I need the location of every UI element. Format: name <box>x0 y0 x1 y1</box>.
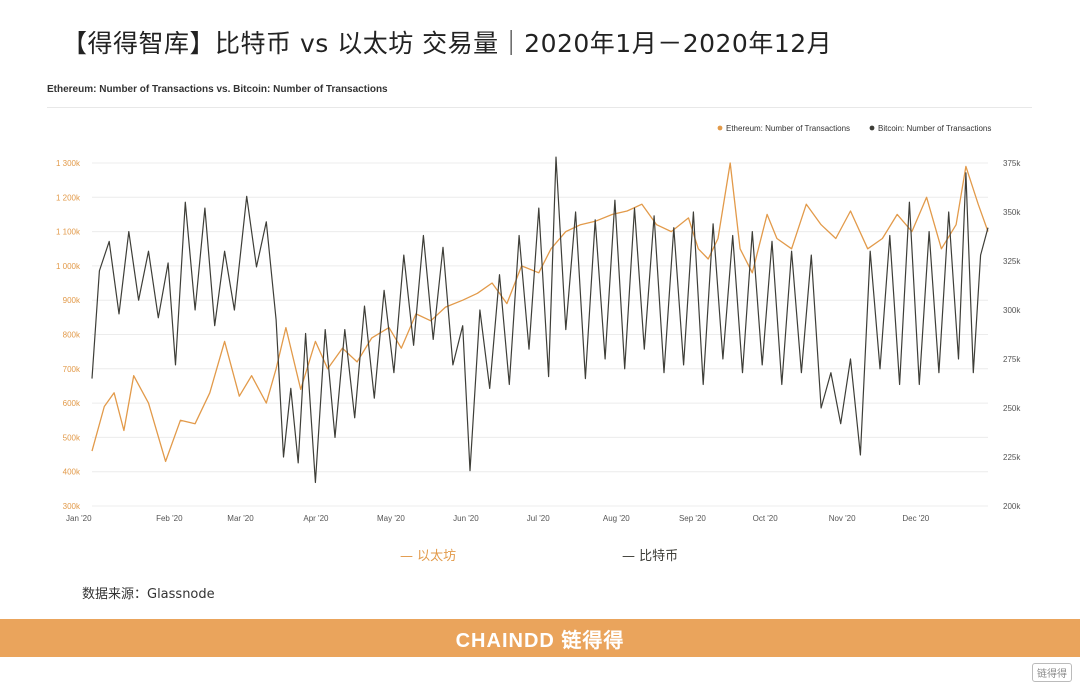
x-axis-tick-label: Nov '20 <box>829 514 856 523</box>
x-axis-tick-label: Jun '20 <box>453 514 479 523</box>
right-axis-tick-label: 250k <box>1003 404 1021 413</box>
footer-banner: CHAINDD 链得得 <box>0 619 1080 657</box>
transactions-line-chart: 300k 400k 500k 600k 700k 800k 900k 1 000k 1 100k… <box>56 124 1021 523</box>
left-axis-tick-label: 400k <box>63 468 81 477</box>
right-axis-tick-labels: 200k 225k 250k 275k 300k 325k 350k 375k <box>1003 159 1021 511</box>
right-axis-tick-label: 325k <box>1003 257 1021 266</box>
x-axis-tick-label: Sep '20 <box>679 514 706 523</box>
x-axis-tick-label: Oct '20 <box>753 514 779 523</box>
left-axis-tick-label: 300k <box>63 502 81 511</box>
left-axis-tick-label: 1 300k <box>56 159 81 168</box>
legend-ethereum-label: Ethereum: Number of Transactions <box>726 124 850 133</box>
chart-divider <box>47 107 1032 108</box>
chart-title: Ethereum: Number of Transactions vs. Bit… <box>47 84 388 95</box>
left-axis-tick-label: 600k <box>63 399 81 408</box>
series-lines <box>91 156 989 484</box>
x-axis-tick-label: Jul '20 <box>527 514 550 523</box>
x-axis-tick-label: Aug '20 <box>603 514 630 523</box>
left-axis-tick-label: 900k <box>63 296 81 305</box>
legend-ethereum-marker <box>717 125 723 131</box>
bitcoin-series-line <box>91 156 989 484</box>
footer-logo: CHAINDD 链得得 <box>455 629 625 652</box>
data-source-note: 数据来源：Glassnode <box>82 587 215 602</box>
right-axis-tick-label: 350k <box>1003 208 1021 217</box>
right-axis-tick-label: 200k <box>1003 502 1021 511</box>
left-axis-tick-label: 800k <box>63 331 81 340</box>
left-axis-tick-label: 500k <box>63 433 81 442</box>
x-axis-tick-label: May '20 <box>377 514 405 523</box>
bottom-legend-bitcoin: — 比特币 <box>622 549 679 564</box>
left-axis-tick-label: 1 100k <box>56 228 81 237</box>
left-axis-tick-label: 1 000k <box>56 262 81 271</box>
legend-bitcoin-label: Bitcoin: Number of Transactions <box>878 124 991 133</box>
x-axis-tick-label: Mar '20 <box>227 514 254 523</box>
x-axis-tick-label: Apr '20 <box>303 514 329 523</box>
corner-watermark-badge: 链得得 <box>1032 663 1072 682</box>
left-axis-tick-label: 1 200k <box>56 193 81 202</box>
right-axis-tick-label: 375k <box>1003 159 1021 168</box>
left-axis-tick-label: 700k <box>63 365 81 374</box>
chart-gridlines <box>92 162 988 507</box>
bottom-legend-ethereum: — 以太坊 <box>400 549 457 564</box>
chart-legend: Ethereum: Number of Transactions Bitcoin… <box>717 124 991 133</box>
x-axis-tick-label: Jan '20 <box>66 514 92 523</box>
ethereum-series-line <box>91 162 989 463</box>
left-axis-tick-labels: 300k 400k 500k 600k 700k 800k 900k 1 000k 1 100k… <box>56 159 81 511</box>
page-title: 【得得智库】比特币 vs 以太坊 交易量｜2020年1月－2020年12月 <box>62 29 833 58</box>
x-axis-tick-label: Feb '20 <box>156 514 183 523</box>
right-axis-tick-label: 275k <box>1003 355 1021 364</box>
right-axis-tick-label: 300k <box>1003 306 1021 315</box>
legend-bitcoin-marker <box>869 125 875 131</box>
x-axis-tick-label: Dec '20 <box>902 514 929 523</box>
right-axis-tick-label: 225k <box>1003 453 1021 462</box>
x-axis-tick-labels: Jan '20 Feb '20 Mar '20 Apr '20 May '20 Jun '… <box>66 514 930 523</box>
